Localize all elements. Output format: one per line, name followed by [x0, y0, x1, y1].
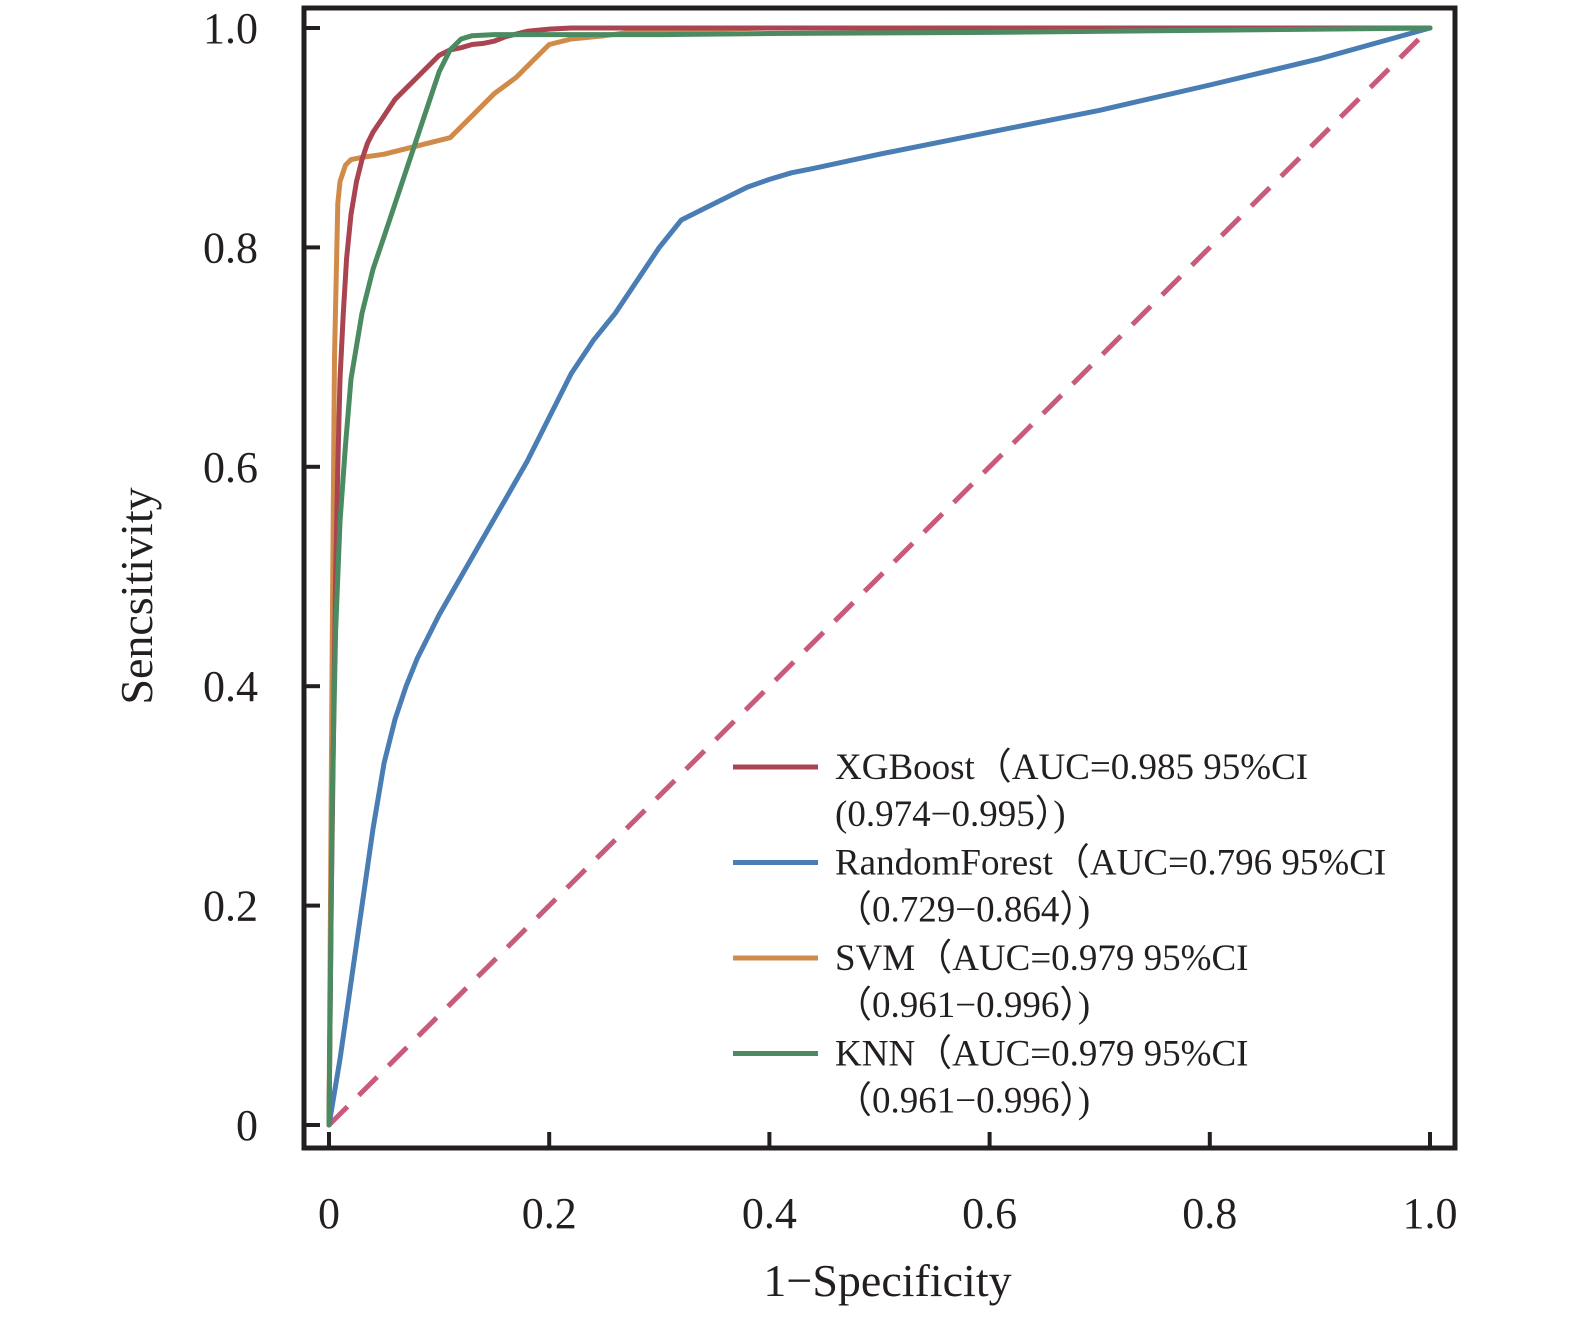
reference-diagonal-line [327, 26, 1432, 1127]
legend-ci-randomforest: （0.729−0.864）) [835, 890, 1090, 931]
x-tick-label-4: 0.8 [1182, 1189, 1237, 1238]
plot-frame [301, 5, 1458, 1151]
y-tick-label-3: 0.6 [203, 443, 258, 492]
series-group [326, 25, 1433, 1128]
x-tick-label-3: 0.6 [962, 1189, 1017, 1238]
x-tick-label-0: 0 [318, 1189, 340, 1238]
y-tick-label-5: 1.0 [203, 4, 258, 53]
legend-label-xgboost: XGBoost（AUC=0.985 95%CI [835, 747, 1308, 788]
x-axis-title: 1−Specificity [763, 1255, 1011, 1306]
series-line-randomforest [326, 25, 1433, 1128]
reference-line-group [327, 26, 1432, 1127]
legend-label-knn: KNN（AUC=0.979 95%CI [835, 1034, 1248, 1075]
legend-ci-xgboost: (0.974−0.995）) [835, 794, 1066, 835]
y-tick-label-4: 0.8 [203, 223, 258, 272]
x-tick-label-1: 0.2 [522, 1189, 577, 1238]
x-tick-label-2: 0.4 [742, 1189, 797, 1238]
legend-label-randomforest: RandomForest（AUC=0.796 95%CI [835, 843, 1386, 884]
series-line-knn [326, 25, 1433, 1128]
tick-labels-group: 0 0.2 0.4 0.6 0.8 1.0 0 0.2 0.4 0.6 0.8 1.0 [203, 4, 1458, 1238]
x-tick-label-5: 1.0 [1403, 1189, 1458, 1238]
y-axis-title: Sencsitivity [111, 487, 162, 704]
legend-ci-knn: （0.961−0.996）) [835, 1081, 1090, 1122]
ticks-group [304, 26, 1432, 1148]
y-tick-label-0: 0 [236, 1101, 258, 1150]
y-tick-label-1: 0.2 [203, 882, 258, 931]
y-tick-label-2: 0.4 [203, 662, 258, 711]
legend-label-svm: SVM（AUC=0.979 95%CI [835, 938, 1249, 979]
legend-ci-svm: （0.961−0.996）) [835, 985, 1090, 1026]
series-line-xgboost [326, 25, 1433, 1128]
legend: XGBoost（AUC=0.985 95%CI (0.974−0.995）) Ran… [733, 747, 1386, 1122]
